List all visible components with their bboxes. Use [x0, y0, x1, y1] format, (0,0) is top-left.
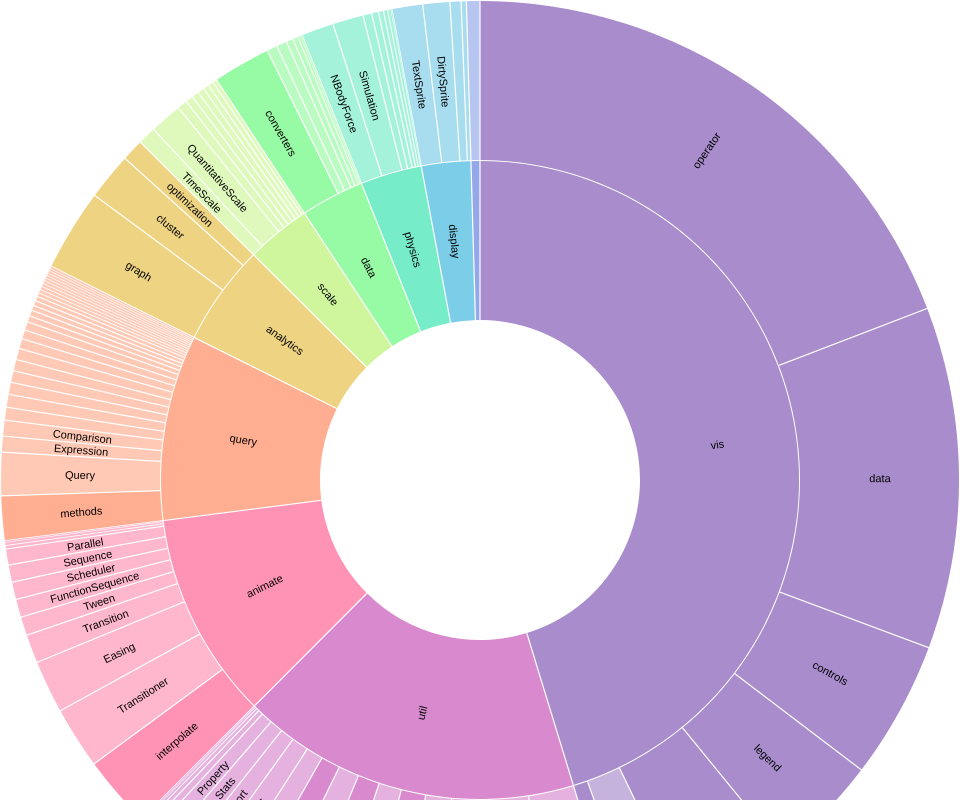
- svg-text:Parallel: Parallel: [66, 536, 104, 554]
- svg-text:query: query: [229, 433, 259, 450]
- svg-text:methods: methods: [60, 505, 104, 520]
- svg-text:vis: vis: [710, 438, 726, 452]
- svg-text:data: data: [869, 473, 891, 485]
- svg-text:util: util: [415, 705, 430, 722]
- svg-text:DirtySprite: DirtySprite: [434, 56, 451, 108]
- svg-text:display: display: [446, 224, 462, 260]
- svg-text:Query: Query: [65, 470, 96, 482]
- svg-text:Expression: Expression: [53, 443, 108, 459]
